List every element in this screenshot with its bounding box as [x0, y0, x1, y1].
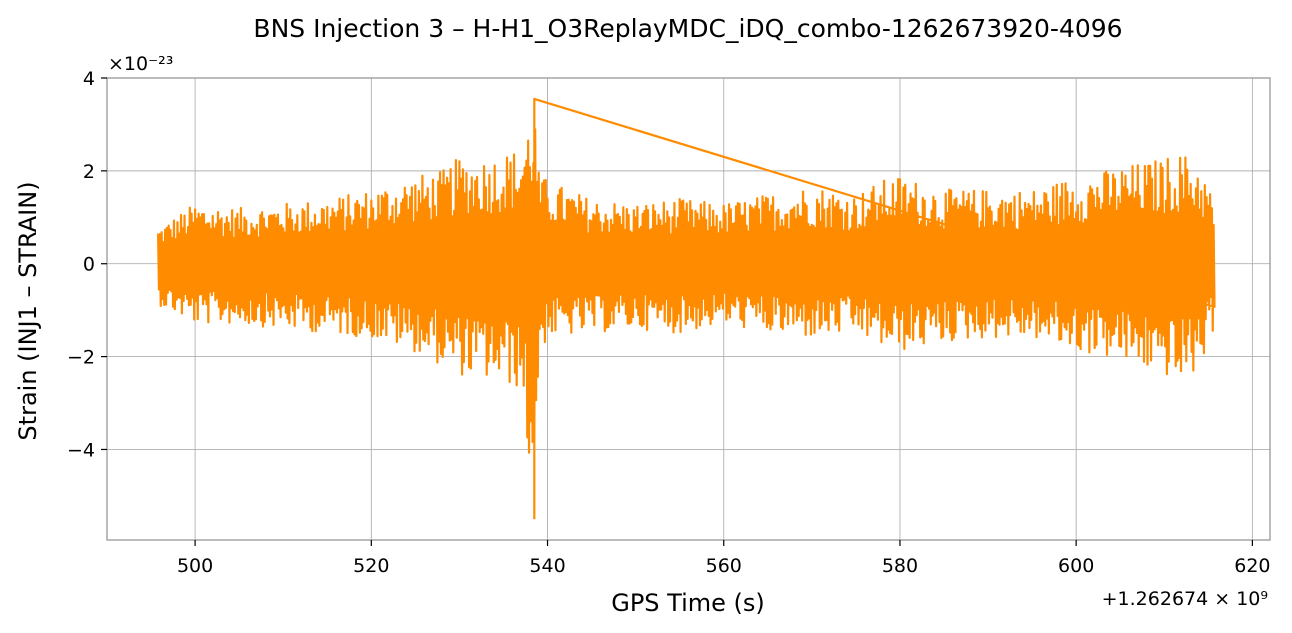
- strain-series-line: [157, 97, 1216, 520]
- x-tick-label: 500: [177, 555, 213, 577]
- plot-area: [157, 97, 1216, 520]
- x-tick-label: 520: [353, 555, 389, 577]
- y-scale-label: ×10⁻²³: [108, 53, 173, 75]
- x-tick-label: 620: [1234, 555, 1270, 577]
- y-tick-label: −2: [67, 347, 95, 369]
- x-axis-ticks: 500 520 540 560 580 600 620: [177, 540, 1271, 577]
- y-tick-label: 2: [83, 161, 95, 183]
- x-offset-label: +1.262674 × 10⁹: [1102, 588, 1268, 610]
- x-tick-label: 600: [1058, 555, 1094, 577]
- x-tick-label: 540: [529, 555, 565, 577]
- x-tick-label: 580: [882, 555, 918, 577]
- y-tick-label: −4: [67, 439, 95, 461]
- x-axis-label: GPS Time (s): [611, 589, 765, 617]
- x-tick-label: 560: [706, 555, 742, 577]
- y-axis-label: Strain (INJ1 – STRAIN): [14, 181, 42, 440]
- chart-title: BNS Injection 3 – H-H1_O3ReplayMDC_iDQ_c…: [253, 14, 1122, 43]
- y-axis-ticks: −4 −2 0 2 4: [67, 68, 107, 461]
- y-tick-label: 0: [83, 254, 95, 276]
- axes-frame: [106, 77, 1271, 541]
- y-tick-label: 4: [83, 68, 95, 90]
